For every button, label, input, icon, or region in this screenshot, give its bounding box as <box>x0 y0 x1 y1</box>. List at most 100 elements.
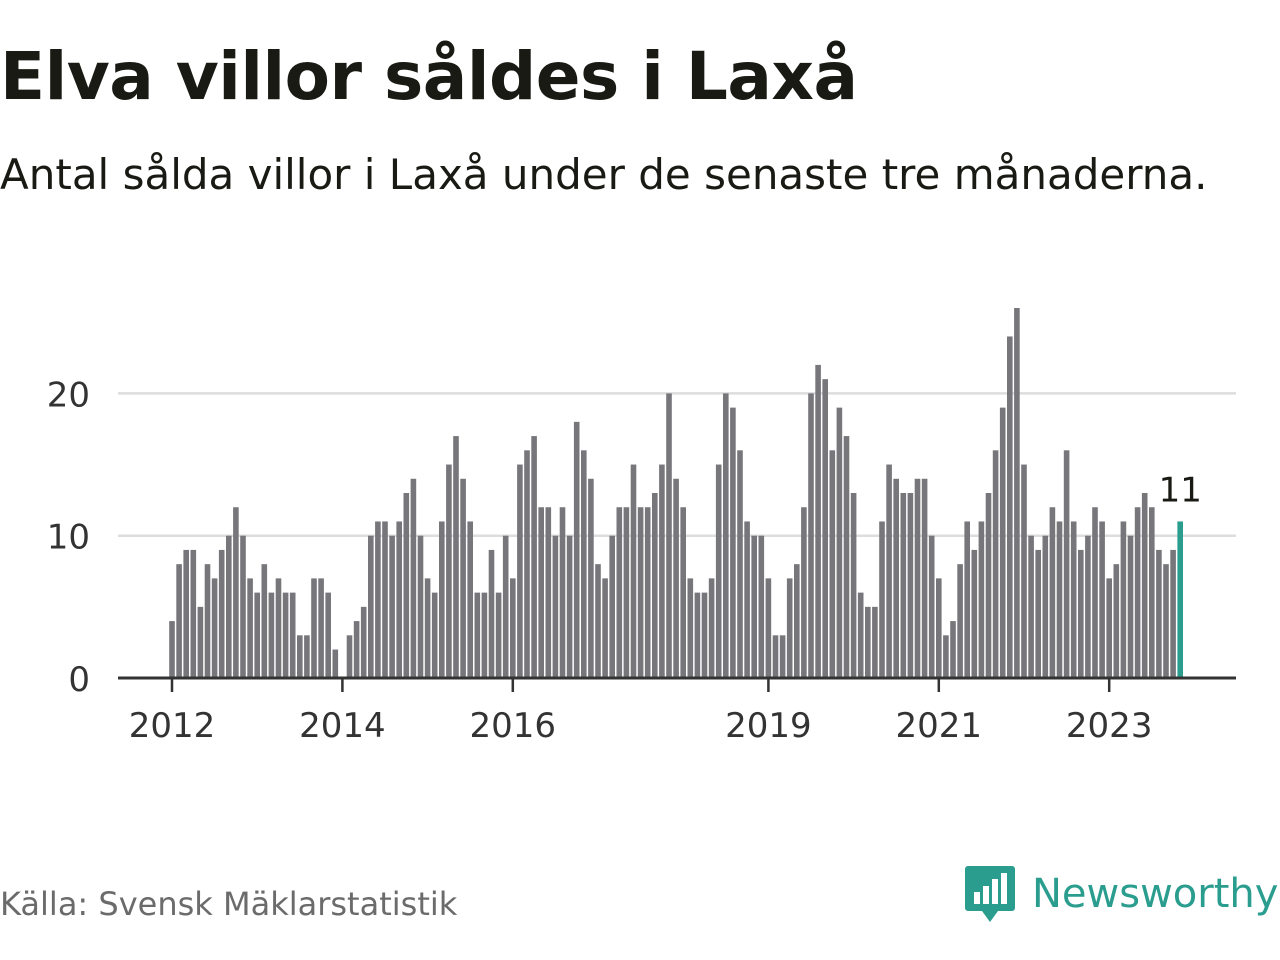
bar <box>1014 308 1020 678</box>
bar <box>673 478 679 678</box>
bar <box>694 592 701 678</box>
bar <box>992 450 999 678</box>
tick-labels: 0 10 20 11 2012 2014 2016 2019 2021 2023 <box>47 375 1202 746</box>
bar <box>879 521 885 678</box>
chart-title: Elva villor såldes i Laxå <box>0 38 858 115</box>
brand-name: Newsworthy <box>1032 871 1279 917</box>
bar <box>1106 578 1112 678</box>
bar <box>1085 535 1091 678</box>
bar <box>865 606 871 678</box>
bar <box>190 549 197 678</box>
bar <box>595 564 601 678</box>
bar <box>268 592 275 678</box>
bar <box>289 592 296 678</box>
bar <box>1141 493 1148 678</box>
bar <box>581 450 587 678</box>
bar <box>687 578 694 678</box>
bar <box>1056 521 1063 678</box>
y-tick-label: 10 <box>47 518 90 558</box>
bar <box>297 635 303 678</box>
bar <box>1021 464 1027 678</box>
bar <box>964 521 970 678</box>
bar <box>843 436 850 678</box>
bar <box>510 578 516 678</box>
bar <box>211 578 218 678</box>
bar <box>424 578 431 678</box>
bars <box>169 308 1183 678</box>
bar <box>872 606 878 678</box>
bar <box>346 635 353 678</box>
bar <box>1042 535 1049 678</box>
bar <box>850 493 857 678</box>
bar <box>552 535 559 678</box>
x-tick-label: 2012 <box>129 706 216 746</box>
bar <box>637 507 644 678</box>
bar <box>417 535 424 678</box>
bar <box>985 493 992 678</box>
bar <box>779 635 786 678</box>
bar <box>396 521 402 678</box>
bar <box>609 535 615 678</box>
bar <box>950 621 956 678</box>
bar <box>318 578 324 678</box>
bar <box>559 507 566 678</box>
bar <box>1049 507 1056 678</box>
bar <box>1092 507 1098 678</box>
bar <box>573 421 580 678</box>
bar <box>1134 507 1141 678</box>
bar <box>786 578 793 678</box>
bar <box>623 507 630 678</box>
bar <box>907 493 914 678</box>
bar <box>431 592 438 678</box>
bar <box>545 507 552 678</box>
bar <box>566 535 573 678</box>
bar <box>928 535 935 678</box>
bar <box>1113 564 1120 678</box>
brand-logo[interactable]: Newsworthy <box>964 864 1278 924</box>
bar <box>1028 535 1034 678</box>
bar <box>644 507 651 678</box>
y-tick-label: 0 <box>68 660 90 700</box>
x-tick-label: 2019 <box>725 706 812 746</box>
bar <box>857 592 864 678</box>
bar <box>815 364 821 678</box>
bar <box>943 635 949 678</box>
bar <box>886 464 892 678</box>
bar <box>971 549 978 678</box>
bar-highlight <box>1177 521 1183 678</box>
bar <box>723 393 729 678</box>
bar <box>822 379 828 678</box>
x-tick-label: 2021 <box>896 706 983 746</box>
bar <box>169 621 175 678</box>
bar <box>446 464 452 678</box>
bar <box>382 521 388 678</box>
bar <box>1007 336 1013 678</box>
bar <box>261 564 268 678</box>
bar <box>332 649 339 678</box>
bar <box>254 592 260 678</box>
bar <box>474 592 481 678</box>
bar <box>368 535 374 678</box>
bar <box>304 635 310 678</box>
bar <box>900 493 907 678</box>
bar <box>467 521 473 678</box>
bar <box>353 621 360 678</box>
y-tick-label: 20 <box>47 375 90 415</box>
bar <box>1063 450 1070 678</box>
bar <box>744 521 750 678</box>
bar <box>893 478 899 678</box>
bar <box>652 493 658 678</box>
bar <box>836 407 843 678</box>
bar <box>1149 507 1155 678</box>
bar <box>1099 521 1105 678</box>
bar <box>1163 564 1169 678</box>
bar <box>453 436 459 678</box>
bar <box>517 464 523 678</box>
bar <box>794 564 800 678</box>
bar <box>1120 521 1127 678</box>
bar <box>389 535 395 678</box>
bar <box>176 564 182 678</box>
bar <box>1127 535 1134 678</box>
bar <box>218 549 225 678</box>
bar <box>666 393 672 678</box>
